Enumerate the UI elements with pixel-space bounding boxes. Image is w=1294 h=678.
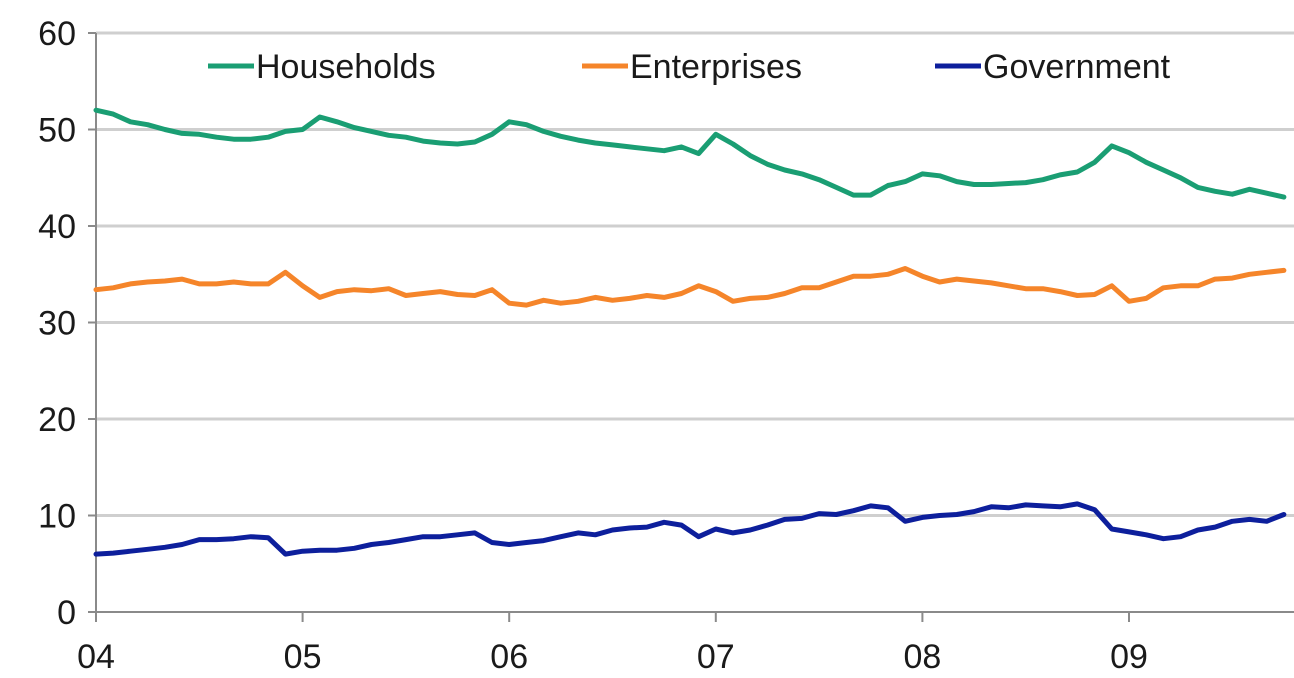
series-lines xyxy=(93,107,1287,557)
y-tick-label: 30 xyxy=(38,305,76,343)
y-tick-label: 20 xyxy=(38,401,76,439)
y-tick-label: 40 xyxy=(38,208,76,246)
series-line-government xyxy=(93,501,1287,557)
y-tick-label: 10 xyxy=(38,498,76,536)
y-tick-label: 60 xyxy=(38,15,76,53)
y-tick-label: 50 xyxy=(38,112,76,150)
x-tick-label: 05 xyxy=(284,638,322,676)
axes: 0 10 20 30 40 50 60 04 05 06 07 08 09 xyxy=(38,15,1294,676)
y-tick-label: 0 xyxy=(57,594,76,632)
legend: Households Enterprises Government xyxy=(208,48,1171,86)
series-line-households xyxy=(93,107,1287,200)
x-tick-label: 09 xyxy=(1110,638,1148,676)
legend-label-households: Households xyxy=(256,48,436,86)
x-tick-label: 04 xyxy=(77,638,115,676)
x-tick-label: 07 xyxy=(697,638,735,676)
x-tick-label: 08 xyxy=(903,638,941,676)
series-line-enterprises xyxy=(93,266,1287,308)
x-tick-label: 06 xyxy=(490,638,528,676)
legend-label-enterprises: Enterprises xyxy=(630,48,802,86)
legend-label-government: Government xyxy=(983,48,1171,86)
gridlines xyxy=(96,31,1294,517)
